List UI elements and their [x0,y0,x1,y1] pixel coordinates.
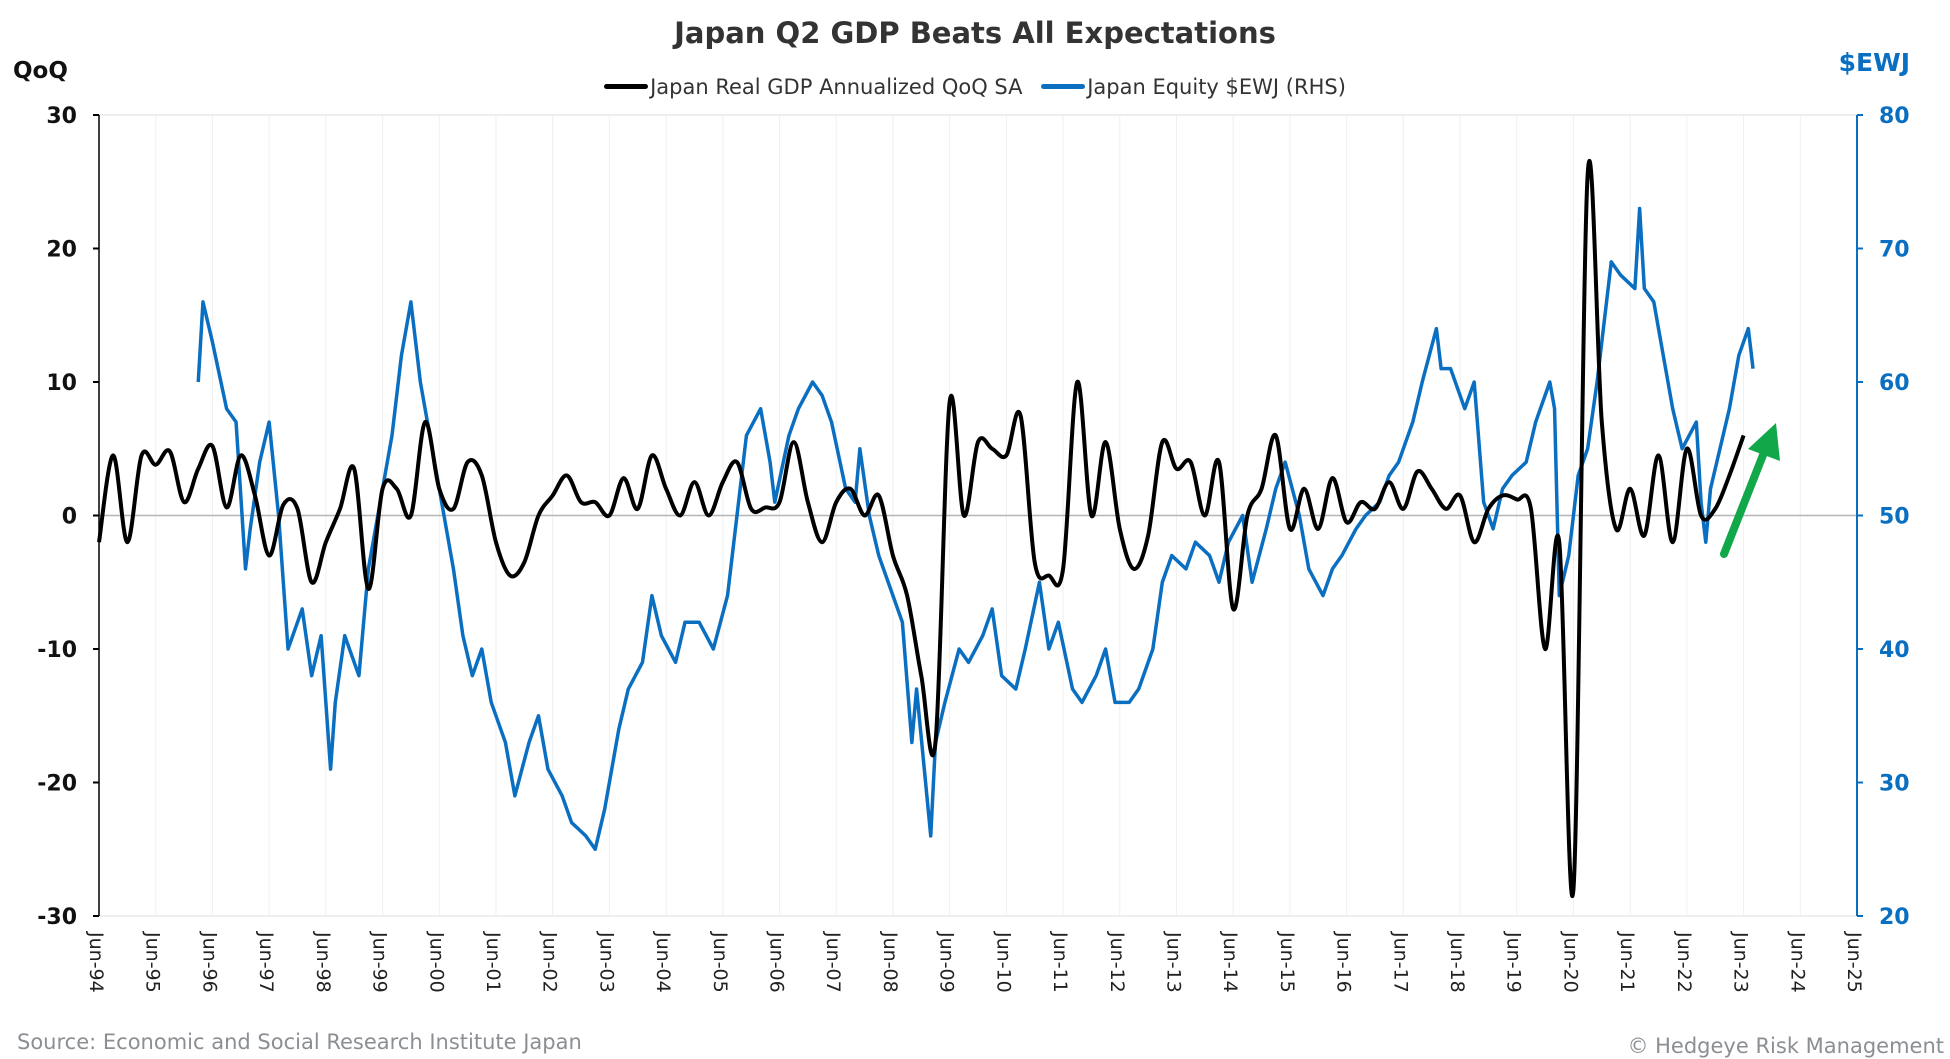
y-tick-label-right: 60 [1879,371,1910,396]
y-tick-label-right: 20 [1879,905,1910,930]
x-tick-label: Jun-22 [1673,931,1695,993]
series-line-gdp [97,159,1746,898]
x-tick-label: Jun-08 [879,931,901,993]
trend-arrow-shaft [1720,446,1769,558]
x-tick-label: Jun-96 [198,931,220,993]
legend: Japan Real GDP Annualized QoQ SA Japan E… [0,70,1950,99]
x-tick-label: Jun-18 [1446,931,1468,993]
x-tick-label: Jun-20 [1559,931,1581,993]
x-tick-label: Jun-13 [1162,931,1184,993]
legend-label-gdp: Japan Real GDP Annualized QoQ SA [650,74,1023,99]
x-tick-label: Jun-95 [142,931,164,993]
x-tick-label: Jun-98 [312,931,334,993]
x-tick-label: Jun-04 [652,931,674,993]
legend-label-ewj: Japan Equity $EWJ (RHS) [1087,74,1346,99]
chart-title: Japan Q2 GDP Beats All Expectations [674,16,1276,50]
y-tick-label-right: 40 [1879,638,1910,663]
x-tick-label: Jun-25 [1843,931,1865,993]
y-axis-right-label: $EWJ [1838,48,1910,77]
legend-item-ewj: Japan Equity $EWJ (RHS) [1041,75,1346,99]
series-line-ewj [196,206,1755,851]
x-tick-label: Jun-97 [255,931,277,993]
x-tick-label: Jun-16 [1333,931,1355,993]
y-tick-label-left: 10 [46,371,77,396]
y-tick-label-left: -10 [37,638,77,663]
x-tick-label: Jun-17 [1389,931,1411,993]
legend-item-gdp: Japan Real GDP Annualized QoQ SA [604,74,1023,99]
legend-swatch-gdp [604,84,649,89]
x-tick-label: Jun-09 [936,931,958,993]
y-tick-label-right: 80 [1879,104,1910,129]
x-tick-label: Jun-21 [1616,931,1638,993]
x-tick-label: Jun-00 [425,931,447,993]
source-note: Source: Economic and Social Research Ins… [17,1030,582,1054]
x-tick-label: Jun-24 [1786,931,1808,993]
y-tick-label-left: 20 [46,238,77,263]
x-tick-label: Jun-03 [595,931,617,993]
y-axis-left-label: QoQ [13,58,68,84]
legend-swatch-ewj [1041,84,1086,89]
x-tick-label: Jun-19 [1503,931,1525,993]
x-tick-label: Jun-02 [539,931,561,993]
x-tick-label: Jun-12 [1106,931,1128,993]
copyright-note: © Hedgeye Risk Management [1627,1034,1944,1058]
x-tick-label: Jun-15 [1276,931,1298,993]
x-tick-label: Jun-94 [85,931,107,993]
y-tick-label-right: 50 [1879,505,1910,530]
x-tick-label: Jun-11 [1049,931,1071,993]
x-tick-label: Jun-14 [1219,931,1241,993]
y-tick-label-right: 30 [1879,772,1910,797]
y-tick-label-left: -30 [37,905,77,930]
x-tick-label: Jun-10 [992,931,1014,993]
y-tick-label-left: -20 [37,772,77,797]
x-tick-label: Jun-05 [709,931,731,993]
x-tick-label: Jun-23 [1730,931,1752,993]
trend-arrow-head [1748,423,1780,461]
x-tick-label: Jun-07 [822,931,844,993]
y-tick-label-left: 30 [46,104,77,129]
x-tick-label: Jun-01 [482,931,504,993]
y-tick-label-right: 70 [1879,238,1910,263]
y-tick-label-left: 0 [62,505,77,530]
x-tick-label: Jun-06 [766,931,788,993]
x-tick-label: Jun-99 [369,931,391,993]
